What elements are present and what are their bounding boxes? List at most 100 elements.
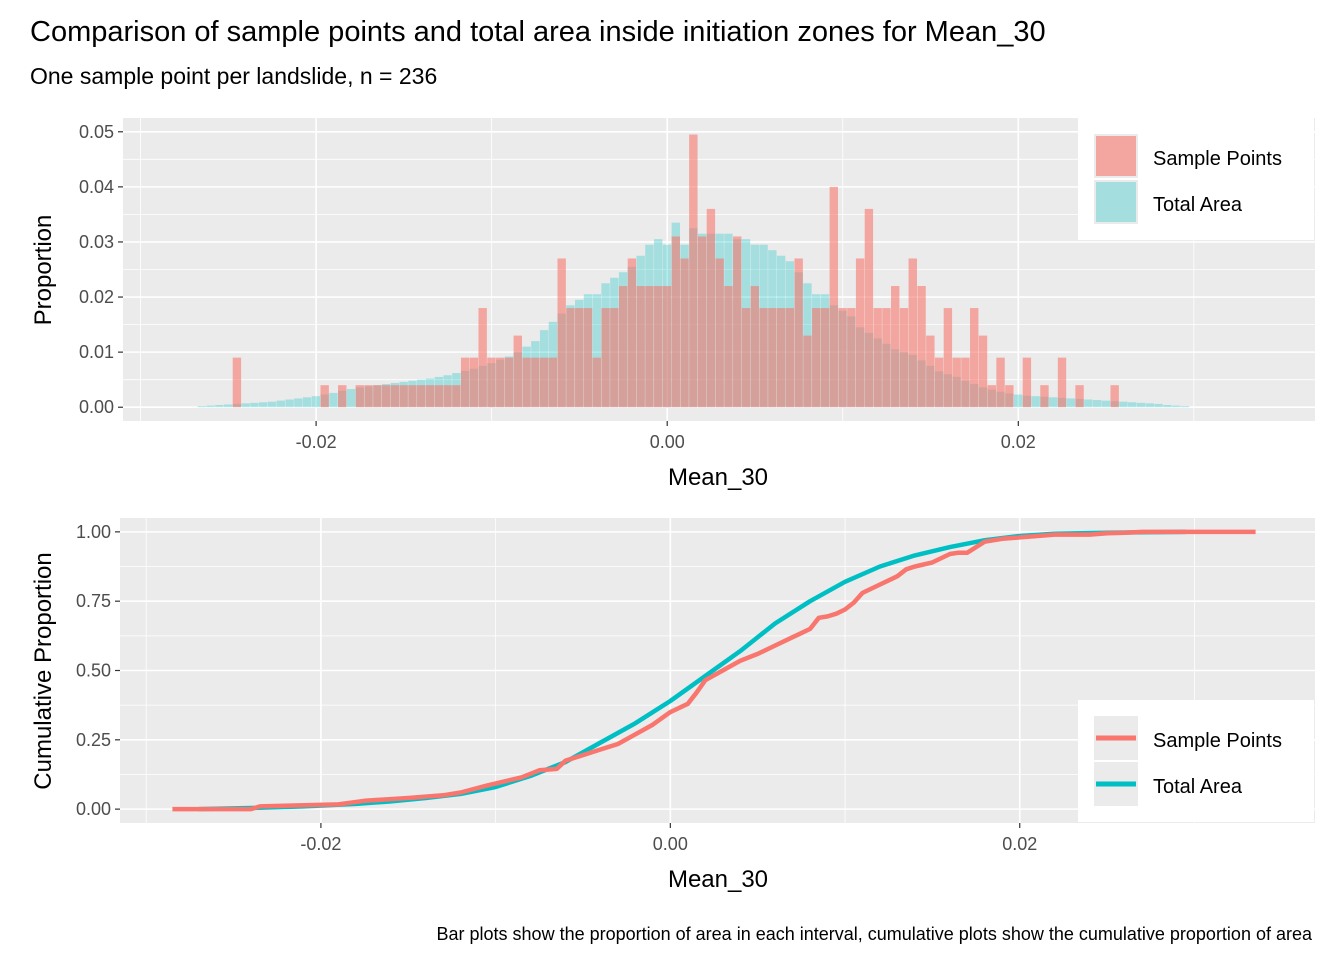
total-area-bar: [215, 405, 224, 408]
cumulative-lines: [172, 529, 1256, 812]
histogram-panel: -0.02 0.00 0.02 0.00 0.01 0.02 0.03 0.04 0.05 Me…: [30, 118, 1315, 491]
total-area-bar: [311, 396, 321, 408]
legend-label-sample-points: Sample Points: [1153, 148, 1282, 170]
sample-points-bar: [759, 308, 768, 408]
total-area-bar: [223, 404, 233, 408]
sample-points-bar: [785, 308, 795, 408]
legend-key-bg: [1094, 180, 1138, 224]
sample-points-bar: [1040, 385, 1049, 408]
sample-points-bar: [504, 357, 514, 408]
total-area-bar: [197, 406, 206, 408]
histogram-x-tick-label: 0.02: [1001, 432, 1036, 452]
sample-points-bar: [768, 308, 777, 408]
histogram-y-axis-title: Proportion: [30, 215, 57, 326]
sample-points-bar: [548, 357, 558, 408]
total-area-bar: [1031, 396, 1040, 408]
total-area-bar: [1154, 403, 1163, 408]
sample-points-bar: [1005, 385, 1014, 408]
sample-points-bar: [592, 357, 601, 408]
sample-points-bar: [820, 308, 830, 408]
total-area-bar: [250, 402, 259, 408]
sample-points-bar: [996, 357, 1005, 408]
total-area-bar: [267, 401, 277, 408]
sample-points-bar: [750, 286, 759, 408]
cumulative-y-tick-label: 0.50: [76, 661, 111, 681]
total-area-bar: [285, 399, 294, 408]
total-area-bar: [1049, 397, 1058, 408]
histogram-y-tick-label: 0.02: [79, 287, 114, 307]
total-area-bar: [259, 402, 268, 408]
cumulative-x-axis-title: Mean_30: [668, 866, 768, 893]
total-area-bar: [1066, 398, 1075, 408]
sample-points-bar: [689, 134, 698, 408]
histogram-y-tick-label: 0.00: [79, 397, 114, 417]
sample-points-bar: [566, 308, 575, 408]
sample-points-bar: [557, 258, 566, 408]
sample-points-bar: [706, 208, 716, 408]
cumulative-y-tick-label: 0.00: [76, 799, 111, 819]
total-area-bar: [1180, 406, 1190, 408]
histogram-y-tick-label: 0.01: [79, 342, 114, 362]
sample-points-bar: [381, 385, 391, 408]
sample-points-bar: [425, 385, 435, 408]
sample-points-bar: [864, 208, 874, 408]
sample-points-bar: [232, 357, 242, 408]
total-area-bar: [1163, 405, 1172, 408]
sample-points-cumulative-line: [172, 529, 1256, 812]
sample-points-bar: [522, 357, 531, 408]
sample-points-bar: [961, 357, 970, 408]
sample-points-bar: [847, 308, 856, 408]
chart-title: Comparison of sample points and total ar…: [30, 16, 1046, 48]
sample-points-bar: [838, 308, 847, 408]
sample-points-bar: [513, 335, 522, 408]
total-area-bar: [346, 389, 356, 408]
sample-points-bar: [338, 385, 347, 408]
total-area-bar: [329, 392, 338, 408]
sample-points-bar: [645, 286, 654, 408]
sample-points-bar: [601, 308, 610, 408]
cumulative-y-tick-label: 0.75: [76, 591, 111, 611]
sample-points-bar: [627, 258, 637, 408]
sample-points-bar: [803, 335, 812, 408]
chart-subtitle: One sample point per landslide, n = 236: [30, 63, 437, 89]
sample-points-bar: [899, 308, 909, 408]
total-area-bar: [1013, 394, 1023, 408]
total-area-bar: [1171, 405, 1181, 408]
sample-points-bar: [618, 286, 628, 408]
total-area-bar: [592, 294, 601, 408]
cumulative-axes: -0.02 0.00 0.02 0.00 0.25 0.50 0.75 1.00: [76, 522, 1037, 854]
sample-points-bar: [443, 385, 452, 408]
sample-points-bar: [733, 236, 742, 408]
sample-points-bar: [943, 308, 953, 408]
sample-points-bar: [469, 357, 479, 408]
legend-label-total-area: Total Area: [1153, 194, 1243, 216]
cumulative-x-tick-label: 0.00: [653, 834, 688, 854]
total-area-bar: [1136, 402, 1146, 408]
sample-points-bar: [1110, 385, 1119, 408]
sample-points-bar: [952, 357, 961, 408]
sample-points-bar: [610, 308, 619, 408]
sample-points-bar: [680, 258, 689, 408]
sample-points-bar: [662, 286, 672, 408]
histogram-legend: Sample Points Total Area: [1078, 118, 1314, 240]
cumulative-x-tick-label: 0.02: [1002, 834, 1037, 854]
sample-points-bar: [478, 308, 487, 408]
sample-points-bar: [987, 385, 996, 408]
cumulative-x-tick-label: -0.02: [300, 834, 341, 854]
total-area-bar: [276, 400, 285, 408]
sample-points-bar: [970, 308, 979, 408]
sample-points-bar: [390, 385, 400, 408]
cumulative-legend: Sample Points Total Area: [1078, 700, 1314, 822]
sample-points-bar: [452, 385, 461, 408]
sample-points-bar: [908, 258, 917, 408]
sample-points-bar: [697, 236, 707, 408]
total-area-bar: [1084, 399, 1093, 408]
legend-key-total-area: [1096, 182, 1136, 222]
sample-points-bar: [926, 335, 935, 408]
sample-points-bar: [741, 308, 751, 408]
sample-points-bar: [1075, 385, 1084, 408]
total-area-bar: [1092, 400, 1102, 408]
sample-points-bar: [364, 385, 373, 408]
histogram-x-tick-label: -0.02: [296, 432, 337, 452]
